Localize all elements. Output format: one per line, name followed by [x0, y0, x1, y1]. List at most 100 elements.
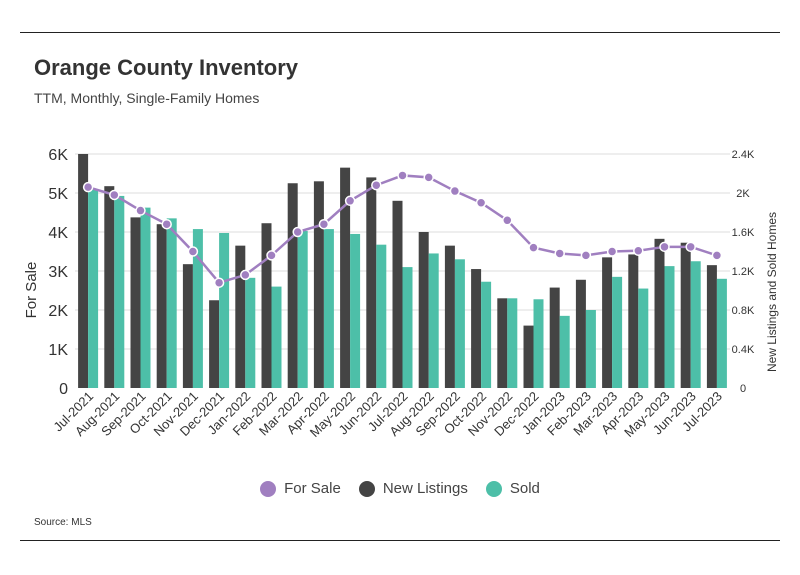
legend-item-new-listings[interactable]: New Listings [358, 480, 468, 497]
for-sale-swatch [260, 480, 277, 497]
sold-bar [481, 281, 492, 388]
y2-tick-label: 0.8K [732, 305, 755, 317]
new-listings-bar [261, 223, 272, 388]
new-listings-bar [366, 177, 377, 388]
new-listings-bar [287, 183, 298, 388]
sold-bar [323, 229, 334, 388]
legend-label-new-listings: New Listings [382, 480, 468, 497]
chart-subtitle: TTM, Monthly, Single-Family Homes [34, 90, 260, 106]
new-listings-bar [313, 181, 324, 388]
for-sale-point [213, 277, 225, 288]
new-listings-bar [182, 264, 193, 388]
sold-bar [245, 277, 256, 388]
for-sale-point [240, 269, 251, 281]
sold-bar [140, 207, 151, 388]
legend-label-sold: Sold [509, 480, 540, 497]
new-listings-bar [104, 186, 115, 388]
for-sale-point [371, 179, 382, 191]
new-listings-bar [471, 269, 482, 388]
legend-item-for-sale[interactable]: For Sale [260, 480, 341, 497]
for-sale-point [423, 172, 434, 183]
new-listings-bar [130, 217, 141, 388]
y2-tick-label: 2.4K [732, 149, 755, 161]
for-sale-point [606, 246, 618, 257]
for-sale-point [580, 250, 592, 261]
new-listings-bar [418, 232, 429, 388]
y-tick-label: 1K [48, 342, 68, 359]
y-tick-label: 0 [59, 381, 68, 398]
new-listings-bar [209, 300, 220, 388]
chart-title: Orange County Inventory [34, 55, 299, 80]
y-axis-title: For Sale [23, 262, 40, 319]
new-listings-bar [654, 238, 665, 388]
bottom-rule [20, 540, 780, 541]
new-listings-bar [392, 200, 403, 388]
new-listings-bar [680, 242, 691, 388]
y2-tick-label: 1.2K [732, 266, 755, 278]
sold-bar [219, 232, 230, 388]
sold-bar [114, 195, 125, 388]
for-sale-point [528, 242, 539, 253]
new-listings-bar [497, 298, 508, 388]
sold-bar [559, 315, 570, 388]
legend-item-sold[interactable]: Sold [485, 480, 540, 497]
new-listings-bar [628, 254, 639, 388]
legend-label-for-sale: For Sale [284, 480, 341, 497]
for-sale-point [82, 181, 94, 193]
sold-bar [192, 229, 203, 388]
new-listings-bar [156, 224, 167, 388]
for-sale-point [685, 241, 696, 253]
for-sale-point [449, 185, 461, 197]
chart-legend: For Sale New Listings Sold [0, 480, 800, 497]
for-sale-point [135, 205, 146, 216]
new-listings-bar [235, 245, 246, 388]
y2-tick-label: 1.6K [732, 227, 755, 239]
sold-bar [271, 286, 282, 388]
sold-bar [402, 267, 413, 388]
new-listings-bar [575, 279, 586, 388]
for-sale-point [397, 170, 408, 181]
sold-bar [690, 261, 701, 388]
new-listings-bar [340, 167, 351, 388]
for-sale-point [344, 195, 356, 207]
sold-bar [297, 231, 308, 388]
sold-bar [638, 288, 649, 388]
for-sale-point [266, 250, 277, 261]
for-sale-point [109, 189, 120, 201]
for-sale-point [161, 218, 172, 230]
new-listings-swatch [358, 480, 375, 497]
for-sale-point [292, 226, 303, 238]
new-listings-bar [78, 154, 89, 388]
sold-bar [376, 244, 387, 388]
sold-bar [664, 266, 675, 388]
y-tick-label: 3K [48, 264, 68, 281]
sold-bar [88, 189, 99, 388]
new-listings-bar [549, 287, 560, 388]
sold-bar [585, 310, 596, 388]
y-tick-label: 6K [48, 147, 68, 164]
for-sale-point [318, 218, 330, 230]
y-tick-label: 4K [48, 225, 68, 242]
y2-axis-title: New Listings and Sold Homes [765, 212, 779, 372]
for-sale-point [475, 197, 487, 208]
for-sale-point [554, 248, 565, 259]
top-rule [20, 32, 780, 33]
sold-bar [716, 278, 727, 388]
for-sale-point [659, 241, 670, 253]
sold-bar [350, 233, 361, 388]
y2-tick-label: 2K [736, 188, 750, 200]
new-listings-bar [523, 325, 534, 388]
new-listings-bar [602, 257, 613, 388]
sold-bar [533, 299, 544, 388]
y-tick-label: 2K [48, 303, 68, 320]
sold-bar [454, 259, 465, 388]
new-listings-bar [706, 265, 717, 388]
sold-bar [507, 298, 518, 388]
for-sale-point [502, 215, 513, 226]
for-sale-point [711, 250, 723, 261]
y2-tick-label: 0.4K [732, 344, 755, 356]
sold-bar [166, 218, 177, 388]
y-tick-label: 5K [48, 186, 68, 203]
y2-tick-label: 0 [740, 383, 746, 395]
